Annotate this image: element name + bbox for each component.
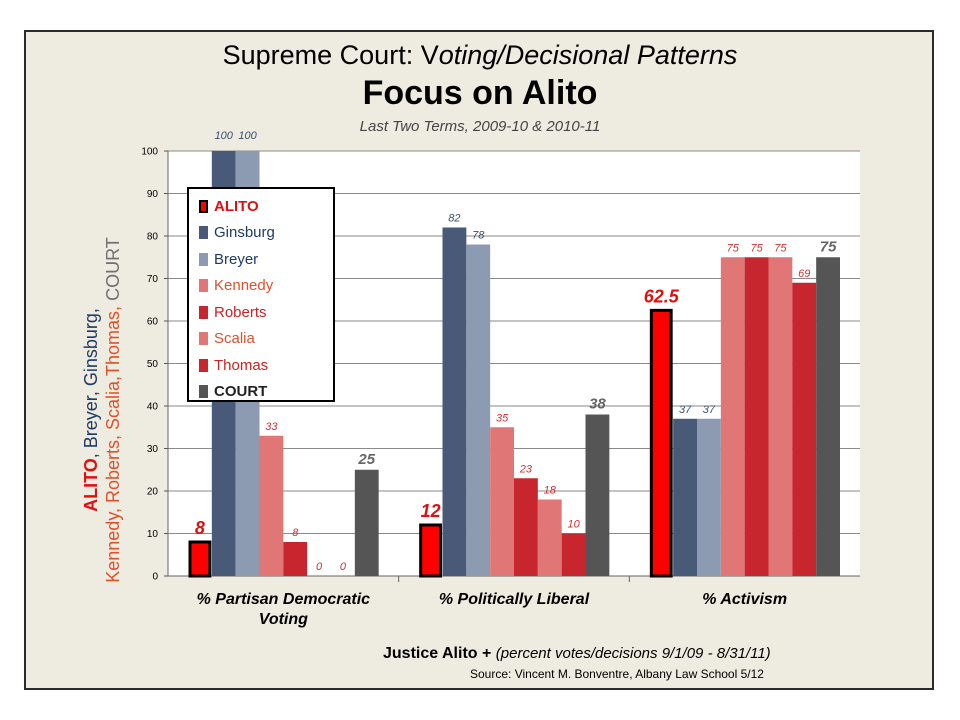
data-label-ginsburg: 100 bbox=[215, 130, 234, 142]
data-label-scalia: 75 bbox=[774, 242, 787, 254]
chart-title-line2: Focus on Alito bbox=[362, 74, 598, 112]
data-label-alito: 62.5 bbox=[644, 286, 680, 306]
bar-thomas bbox=[561, 533, 586, 576]
legend-label: Roberts bbox=[214, 303, 267, 321]
data-label-breyer: 37 bbox=[703, 404, 716, 416]
legend-swatch bbox=[199, 226, 208, 240]
legend-item: Scalia bbox=[199, 326, 333, 353]
data-label-scalia: 0 bbox=[316, 561, 323, 573]
y-tick-label: 60 bbox=[147, 317, 159, 328]
legend-swatch bbox=[199, 385, 208, 399]
legend-swatch bbox=[199, 199, 208, 213]
bar-kennedy bbox=[259, 435, 284, 576]
legend-label: Scalia bbox=[214, 330, 255, 348]
legend-label: Ginsburg bbox=[214, 224, 275, 242]
legend-label: ALITO bbox=[214, 197, 259, 215]
y-tick-label: 20 bbox=[147, 487, 159, 498]
data-label-kennedy: 35 bbox=[496, 412, 509, 424]
y-tick-label: 10 bbox=[147, 529, 159, 540]
y-tick-label: 90 bbox=[147, 189, 159, 200]
data-label-scalia: 18 bbox=[544, 485, 557, 497]
data-label-court: 75 bbox=[820, 238, 837, 255]
data-label-alito: 12 bbox=[421, 501, 441, 521]
data-label-alito: 8 bbox=[195, 518, 205, 538]
bar-ginsburg bbox=[673, 418, 697, 576]
bar-kennedy bbox=[720, 257, 745, 576]
bar-roberts bbox=[514, 478, 538, 576]
legend-item: Ginsburg bbox=[199, 220, 333, 247]
x-category-label: % Activism bbox=[702, 591, 787, 608]
x-category-label: Voting bbox=[259, 611, 308, 628]
legend-item: Roberts bbox=[199, 299, 333, 326]
bar-scalia bbox=[768, 257, 793, 576]
legend-item: Kennedy bbox=[199, 273, 333, 300]
bar-court bbox=[354, 469, 379, 576]
data-label-breyer: 100 bbox=[238, 130, 257, 142]
y-tick-label: 0 bbox=[152, 572, 158, 583]
legend-item: ALITO bbox=[199, 193, 333, 220]
bar-roberts bbox=[283, 542, 308, 576]
bar-ginsburg bbox=[442, 227, 467, 576]
bar-breyer bbox=[466, 244, 491, 576]
data-label-thomas: 69 bbox=[798, 268, 810, 280]
data-label-ginsburg: 37 bbox=[679, 404, 692, 416]
legend-item: Thomas bbox=[199, 352, 333, 379]
data-label-kennedy: 33 bbox=[265, 421, 278, 433]
legend-label: Thomas bbox=[214, 356, 269, 374]
bar-alito bbox=[419, 523, 442, 578]
y-tick-label: 80 bbox=[147, 232, 159, 243]
chart-subtitle: Last Two Terms, 2009-10 & 2010-11 bbox=[359, 118, 601, 135]
data-label-roberts: 23 bbox=[519, 463, 533, 475]
legend-swatch bbox=[199, 358, 208, 372]
source-note: Source: Vincent M. Bonventre, Albany Law… bbox=[470, 667, 764, 681]
bar-breyer bbox=[697, 418, 721, 576]
bar-kennedy bbox=[490, 427, 514, 576]
legend-swatch bbox=[199, 279, 208, 293]
data-label-thomas: 10 bbox=[567, 519, 580, 531]
x-category-label: % Politically Liberal bbox=[439, 591, 590, 608]
data-label-breyer: 78 bbox=[472, 230, 485, 242]
footer-caption: Justice Alito + (percent votes/decisions… bbox=[383, 645, 771, 662]
bar-alito bbox=[649, 308, 673, 578]
legend-swatch bbox=[199, 252, 208, 266]
legend: ALITO Ginsburg Breyer Kennedy Roberts Scalia T… bbox=[187, 187, 335, 402]
legend-item: COURT bbox=[199, 379, 333, 406]
legend-swatch bbox=[199, 332, 208, 346]
legend-label: Breyer bbox=[214, 250, 259, 268]
bar-thomas bbox=[792, 282, 817, 576]
data-label-court: 38 bbox=[589, 396, 606, 413]
bar-scalia bbox=[537, 499, 562, 576]
bar-roberts bbox=[744, 257, 769, 576]
bar-court bbox=[585, 414, 610, 576]
data-label-ginsburg: 82 bbox=[448, 213, 460, 225]
x-category-label: % Partisan Democratic bbox=[197, 591, 371, 608]
legend-swatch bbox=[199, 305, 208, 319]
legend-label: COURT bbox=[214, 383, 268, 401]
data-label-court: 25 bbox=[357, 451, 375, 468]
bar-court bbox=[816, 257, 840, 576]
data-label-thomas: 0 bbox=[340, 561, 347, 573]
y-tick-label: 40 bbox=[147, 402, 159, 413]
chart-title-line1: Supreme Court: Voting/Decisional Pattern… bbox=[222, 40, 738, 70]
bar-alito bbox=[188, 540, 212, 578]
y-tick-label: 30 bbox=[147, 444, 159, 455]
y-tick-label: 100 bbox=[141, 147, 158, 158]
legend-item: Breyer bbox=[199, 246, 333, 273]
y-tick-label: 50 bbox=[147, 359, 159, 370]
legend-label: Kennedy bbox=[214, 277, 274, 295]
y-tick-label: 70 bbox=[147, 274, 159, 285]
data-label-roberts: 8 bbox=[292, 527, 299, 539]
data-label-roberts: 75 bbox=[750, 242, 763, 254]
data-label-kennedy: 75 bbox=[727, 242, 740, 254]
